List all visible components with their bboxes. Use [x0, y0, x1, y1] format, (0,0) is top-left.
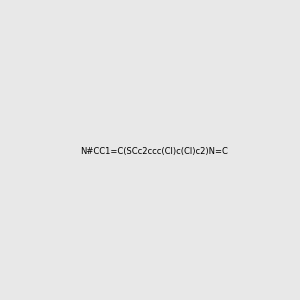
Text: N#CC1=C(SCc2ccc(Cl)c(Cl)c2)N=C: N#CC1=C(SCc2ccc(Cl)c(Cl)c2)N=C [80, 147, 228, 156]
